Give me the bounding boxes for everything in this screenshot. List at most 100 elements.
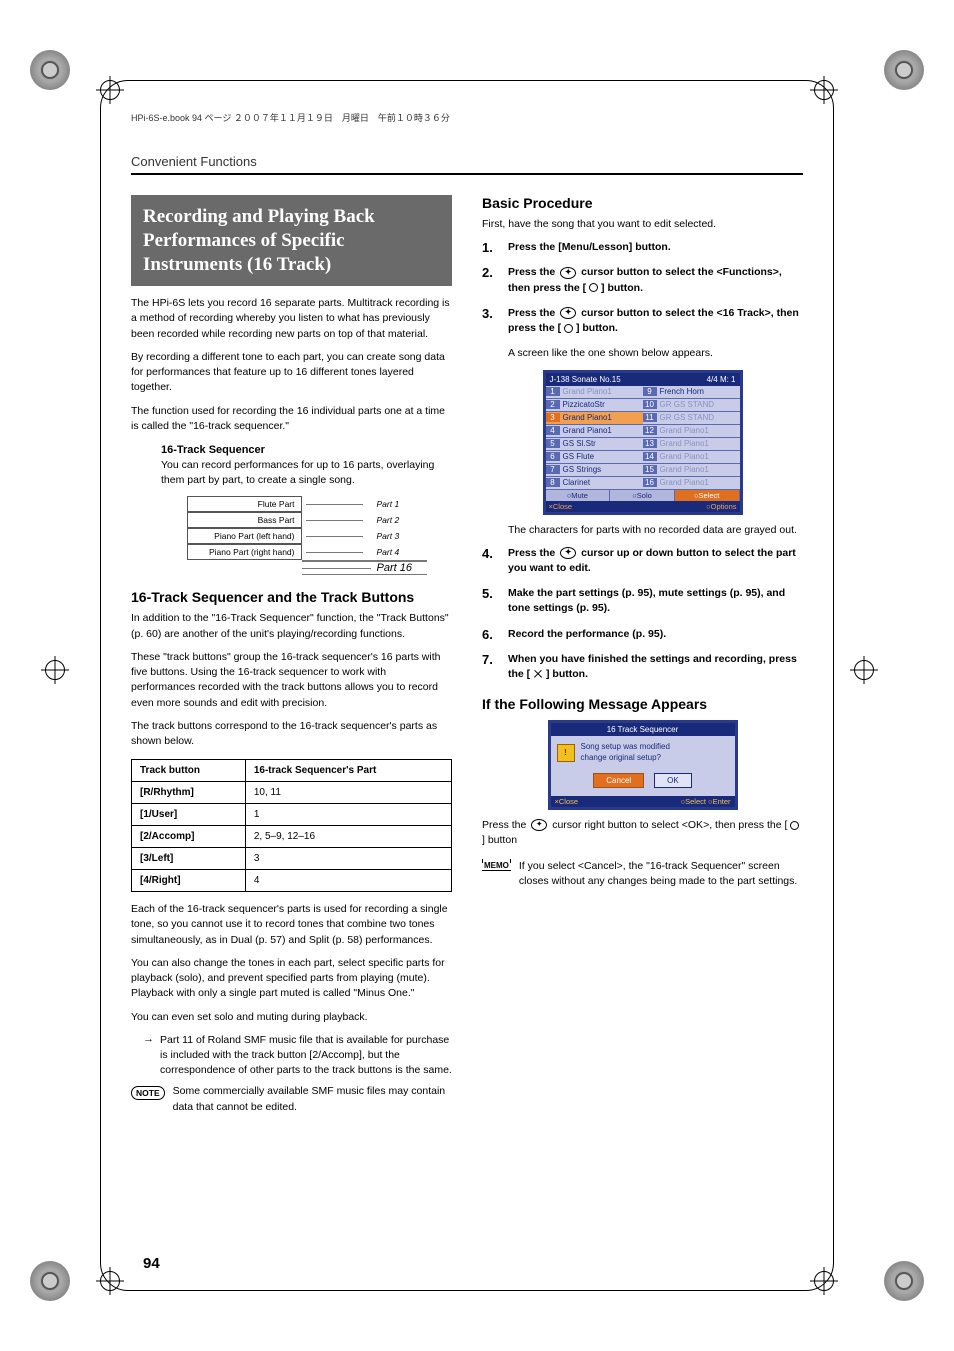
body-text: Each of the 16-track sequencer's parts i… <box>131 902 452 948</box>
circle-icon <box>589 283 598 292</box>
screen-cell: 7GS Strings <box>546 464 643 477</box>
running-rule <box>131 173 803 175</box>
diagram-label: Piano Part (right hand) <box>187 544 302 560</box>
dialog-text: Song setup was modified <box>581 742 670 752</box>
body-text: By recording a different tone to each pa… <box>131 350 452 396</box>
body-text: These "track buttons" group the 16-track… <box>131 650 452 711</box>
body-text: In addition to the "16-Track Sequencer" … <box>131 611 452 641</box>
dialog-text: change original setup? <box>581 753 670 763</box>
x-icon <box>533 669 543 679</box>
diagram-part: Part 1 <box>377 499 427 509</box>
step-item: 4.Press the cursor up or down button to … <box>482 546 803 576</box>
screen-cell: 8Clarinet <box>546 477 643 490</box>
sub-heading: 16-Track Sequencer <box>161 444 452 456</box>
dialog-screen: 16 Track Sequencer ! Song setup was modi… <box>548 720 738 810</box>
screen-button: ○Select <box>675 490 740 501</box>
note-row: NOTE Some commercially available SMF mus… <box>131 1084 452 1114</box>
body-text: Part 11 of Roland SMF music file that is… <box>160 1033 452 1079</box>
table-row: [3/Left]3 <box>132 848 452 870</box>
dialog-foot-right: ○Select ○Enter <box>681 797 731 806</box>
sub-heading: Basic Procedure <box>482 195 803 211</box>
step-item: 3.Press the cursor button to select the … <box>482 306 803 336</box>
step-item: 7.When you have finished the settings an… <box>482 652 803 682</box>
diagram-label: Bass Part <box>187 512 302 528</box>
screen-cell: 11GR GS STAND <box>643 412 740 425</box>
registration-mark <box>45 660 65 680</box>
diagram-label: Flute Part <box>187 496 302 512</box>
screen-cell: 2PizzicatoStr <box>546 399 643 412</box>
table-row: [2/Accomp]2, 5–9, 12–16 <box>132 826 452 848</box>
screen-cell: 5GS Sl.Str <box>546 438 643 451</box>
step-item: 5.Make the part settings (p. 95), mute s… <box>482 586 803 616</box>
body-text: Press the cursor right button to select … <box>482 818 803 848</box>
page-frame: HPi-6S-e.book 94 ページ ２００７年１１月１９日 月曜日 午前１… <box>100 80 834 1291</box>
screen-cell: 12Grand Piano1 <box>643 425 740 438</box>
lcd-screen: J-138 Sonate No.15 4/4 M: 1 1Grand Piano… <box>543 370 743 515</box>
page-number: 94 <box>143 1255 160 1272</box>
dialog-title: 16 Track Sequencer <box>551 723 735 736</box>
body-text: A screen like the one shown below appear… <box>508 346 803 361</box>
memo-label: MEMO <box>482 861 511 871</box>
step-list: 4.Press the cursor up or down button to … <box>482 546 803 683</box>
step-item: 1.Press the [Menu/Lesson] button. <box>482 240 803 255</box>
body-text: If you select <Cancel>, the "16-track Se… <box>519 859 803 889</box>
diagram-label: Piano Part (left hand) <box>187 528 302 544</box>
body-text: Some commercially available SMF music fi… <box>173 1084 452 1114</box>
body-text: You can also change the tones in each pa… <box>131 956 452 1002</box>
screen-cell: 3Grand Piano1 <box>546 412 643 425</box>
cursor-icon <box>560 267 576 279</box>
sub-heading: If the Following Message Appears <box>482 696 803 712</box>
table-row: [1/User]1 <box>132 804 452 826</box>
screen-close: ×Close <box>546 501 643 512</box>
section-title: Recording and Playing Back Performances … <box>131 195 452 286</box>
body-text: The function used for recording the 16 i… <box>131 404 452 434</box>
body-text: The track buttons correspond to the 16-t… <box>131 719 452 749</box>
screen-cell: 13Grand Piano1 <box>643 438 740 451</box>
cursor-icon <box>560 547 576 559</box>
crop-mark <box>30 50 70 90</box>
body-text: You can even set solo and muting during … <box>131 1010 452 1025</box>
body-text: The HPi-6S lets you record 16 separate p… <box>131 296 452 342</box>
screen-button: ○Mute <box>546 490 611 501</box>
body-text: You can record performances for up to 16… <box>161 458 452 488</box>
screen-options: ○Options <box>643 501 740 512</box>
doc-source-header: HPi-6S-e.book 94 ページ ２００７年１１月１９日 月曜日 午前１… <box>131 111 803 124</box>
circle-icon <box>564 324 573 333</box>
diagram-part: Part 2 <box>377 515 427 525</box>
screen-cell: 15Grand Piano1 <box>643 464 740 477</box>
step-item: 2.Press the cursor button to select the … <box>482 265 803 295</box>
crop-mark <box>884 1261 924 1301</box>
dialog-ok: OK <box>654 773 692 788</box>
memo-row: MEMO If you select <Cancel>, the "16-tra… <box>482 859 803 889</box>
dialog-cancel: Cancel <box>593 773 644 788</box>
diagram-part: Part 4 <box>377 547 427 557</box>
crop-mark <box>884 50 924 90</box>
table-row: [4/Right]4 <box>132 870 452 892</box>
warning-icon: ! <box>557 744 575 762</box>
arrow-note: → Part 11 of Roland SMF music file that … <box>143 1033 452 1079</box>
circle-icon <box>790 821 799 830</box>
arrow-icon: → <box>143 1033 154 1045</box>
table-header: Track button <box>132 760 246 782</box>
screen-meter: 4/4 M: 1 <box>707 375 736 384</box>
screen-title: J-138 Sonate No.15 <box>550 375 621 384</box>
sub-heading: 16-Track Sequencer and the Track Buttons <box>131 589 452 605</box>
body-text: The characters for parts with no recorde… <box>508 523 803 538</box>
cursor-icon <box>560 307 576 319</box>
screen-cell: 4Grand Piano1 <box>546 425 643 438</box>
screen-cell: 10GR GS STAND <box>643 399 740 412</box>
crop-mark <box>30 1261 70 1301</box>
screen-cell: 14Grand Piano1 <box>643 451 740 464</box>
screen-cell: 1Grand Piano1 <box>546 386 643 399</box>
table-header: 16-track Sequencer's Part <box>245 760 451 782</box>
sequencer-box: 16-Track Sequencer You can record perfor… <box>161 444 452 575</box>
screen-cell: 6GS Flute <box>546 451 643 464</box>
note-label: NOTE <box>131 1086 165 1100</box>
track-diagram: Flute Part Part 1 Bass Part Part 2 Piano Par… <box>187 496 427 575</box>
diagram-part: Part 3 <box>377 531 427 541</box>
screen-button: ○Solo <box>610 490 675 501</box>
step-list: 1.Press the [Menu/Lesson] button. 2.Press… <box>482 240 803 336</box>
screen-cell: 16Grand Piano1 <box>643 477 740 490</box>
dialog-foot-left: ×Close <box>555 797 579 806</box>
step-item: 6.Record the performance (p. 95). <box>482 627 803 642</box>
